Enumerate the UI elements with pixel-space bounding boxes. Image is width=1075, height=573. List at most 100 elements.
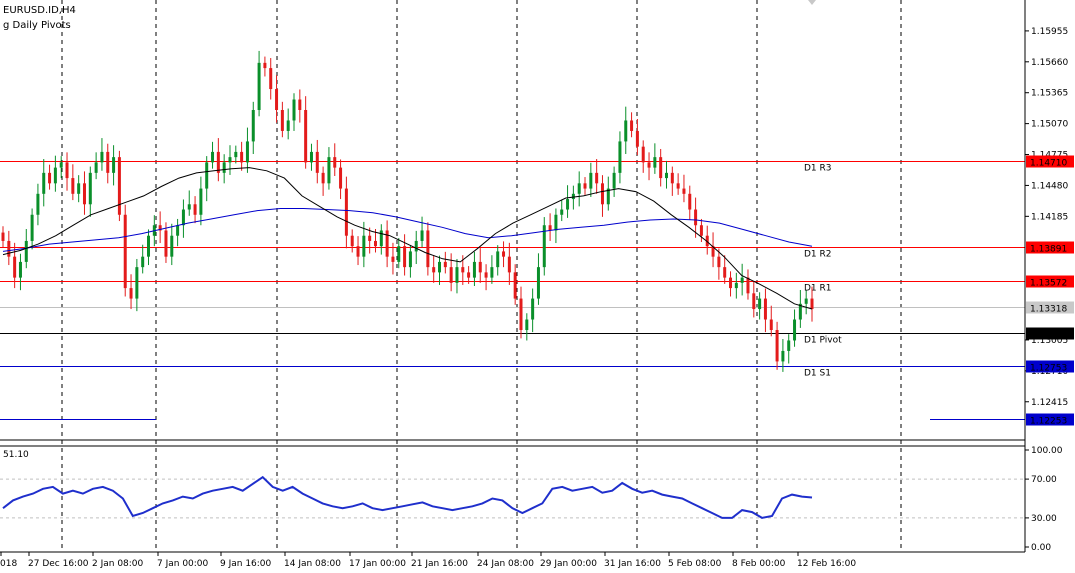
candle-body <box>216 151 220 173</box>
previous-level-tag <box>1026 413 1074 426</box>
candle-body <box>635 130 639 147</box>
candle-body <box>438 261 442 273</box>
candle-body <box>141 256 145 268</box>
candle-body <box>647 162 651 168</box>
candle-body <box>595 172 599 184</box>
candle-body <box>676 183 680 189</box>
time-axis-label: 29 Jan 00:00 <box>540 559 597 569</box>
candle-body <box>228 157 232 163</box>
candle-body <box>589 172 593 189</box>
time-axis-label: 9 Jan 16:00 <box>220 559 272 569</box>
candle-body <box>176 225 180 236</box>
time-axis-label: 5 Feb 08:00 <box>668 559 722 569</box>
candle-body <box>531 298 535 320</box>
candle-body <box>36 193 40 215</box>
candle-body <box>170 235 174 257</box>
candle-body <box>304 110 308 163</box>
candle-body <box>740 277 744 283</box>
price-axis-label: 1.15955 <box>1031 27 1068 37</box>
candle-body <box>53 167 57 184</box>
price-tags: 1.14710 1.13891 1.13572 1.13072 1.12753 1.133… <box>1026 155 1074 427</box>
candle-body <box>88 172 92 205</box>
oscillator-axis-label: 70.00 <box>1031 475 1057 485</box>
candle-body <box>257 62 261 110</box>
candle-body <box>59 162 63 168</box>
price-axis-label: 1.15365 <box>1031 89 1068 99</box>
candle-body <box>135 267 139 299</box>
candle-body <box>286 120 290 131</box>
pivot-level-label: D1 R2 <box>804 250 832 260</box>
candle-body <box>333 157 337 168</box>
chart-shift-icon[interactable] <box>808 0 816 5</box>
candle-body <box>275 89 279 110</box>
candle-body <box>711 246 715 257</box>
oscillator-axis-label: 30.00 <box>1031 514 1057 524</box>
time-axis-label: 31 Jan 16:00 <box>604 559 661 569</box>
candle-body <box>385 230 389 257</box>
candle-body <box>263 62 267 69</box>
candle-body <box>606 188 610 205</box>
candle-body <box>455 267 459 283</box>
price-tag <box>1026 241 1074 254</box>
candle-body <box>18 261 22 278</box>
candle-body <box>205 162 209 189</box>
candle-body <box>758 298 762 310</box>
price-tag-text: 1.13072 <box>1030 331 1067 341</box>
candle-body <box>24 240 28 262</box>
candle-body <box>432 267 436 273</box>
candle-body <box>309 151 313 163</box>
candle-body <box>542 225 546 268</box>
candle-body <box>403 246 407 268</box>
candle-body <box>82 183 86 205</box>
candle-body <box>490 267 494 278</box>
candle-body <box>583 183 587 189</box>
price-tag-text: 1.14710 <box>1030 159 1067 169</box>
price-tag <box>1026 327 1074 340</box>
candle-body <box>769 319 773 330</box>
candle-body <box>519 298 523 330</box>
candle-body <box>478 261 482 273</box>
candle-body <box>641 146 645 163</box>
price-tag <box>1026 275 1074 288</box>
candle-body <box>670 172 674 184</box>
candle-body <box>746 277 750 294</box>
candle-body <box>763 298 767 320</box>
candle-body <box>71 178 75 194</box>
candle-body <box>368 235 372 241</box>
candle-body <box>443 261 447 268</box>
candle-body <box>554 214 558 231</box>
time-axis[interactable]: 018 27 Dec 16:00 2 Jan 08:00 7 Jan 00:00 9 J… <box>0 552 856 569</box>
candle-body <box>48 172 52 184</box>
bid-price-tag <box>1026 301 1074 314</box>
candle-body <box>315 151 319 173</box>
candle-body <box>717 256 721 268</box>
oscillator-value: 51.10 <box>3 450 29 460</box>
price-axis-label: 1.12415 <box>1031 398 1068 408</box>
candle-body <box>339 167 343 189</box>
candle-body <box>245 141 249 163</box>
candle-body <box>414 240 418 252</box>
candle-body <box>752 293 756 310</box>
price-axis-label: 1.14480 <box>1031 181 1068 191</box>
candle-body <box>659 157 663 179</box>
candle-body <box>7 240 11 257</box>
price-tag-text: 1.13572 <box>1030 279 1067 289</box>
candle-body <box>321 172 325 184</box>
price-tag-text: 1.13891 <box>1030 245 1067 255</box>
candle-body <box>624 120 628 142</box>
moving-averages <box>2 167 813 310</box>
candle-body <box>426 230 430 268</box>
candle-body <box>280 110 284 131</box>
candle-body <box>804 298 808 304</box>
candle-body <box>734 282 738 289</box>
time-axis-label: 018 <box>0 559 17 569</box>
price-axis-label: 1.13005 <box>1031 336 1068 346</box>
candle-body <box>571 193 575 200</box>
candlestick-series <box>1 50 814 372</box>
candle-body <box>362 235 366 257</box>
time-axis-label: 8 Feb 00:00 <box>732 559 786 569</box>
price-axis-label: 1.15070 <box>1031 120 1068 130</box>
time-axis-label: 24 Jan 08:00 <box>477 559 534 569</box>
candle-body <box>484 272 488 278</box>
